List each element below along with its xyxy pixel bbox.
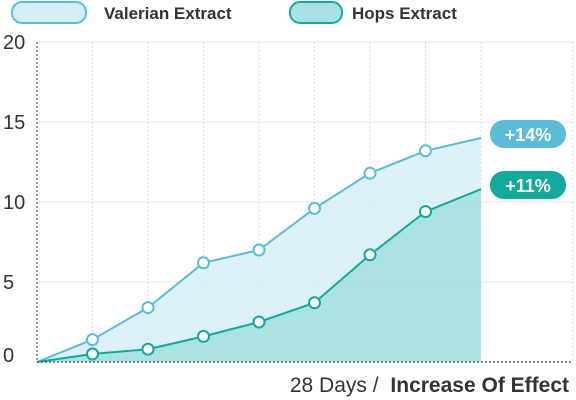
badge-valerian-label: +14%: [505, 125, 552, 145]
data-points: [86, 144, 432, 361]
badge-hops: +11%: [488, 169, 568, 201]
data-point-1-2: [141, 342, 155, 356]
y-tick-label-0: 0: [3, 345, 14, 367]
legend-swatch-hops: [289, 1, 343, 24]
data-point-1-1: [86, 347, 99, 361]
badge-hops-label: +11%: [505, 176, 551, 196]
badge-valerian-pill: [488, 118, 568, 150]
axes: [36, 42, 573, 363]
data-point-0-3: [197, 256, 210, 270]
x-axis-label-bold: Increase Of Effect: [390, 374, 569, 397]
data-point-1-4: [252, 315, 266, 329]
data-point-1-3: [197, 329, 210, 343]
y-tick-label-5: 5: [3, 272, 14, 294]
badge-hops-pill: [488, 169, 568, 201]
y-tick-label-10: 10: [3, 192, 25, 214]
data-point-0-1: [86, 333, 99, 347]
y-tick-label-20: 20: [3, 32, 25, 54]
data-point-1-6: [363, 248, 377, 262]
data-point-0-2: [141, 301, 155, 315]
legend-label-valerian: Valerian Extract: [104, 4, 232, 23]
x-axis-label: 28 Days / Increase Of Effect: [290, 374, 569, 397]
series-area-1: [37, 189, 481, 362]
y-tick-label-15: 15: [3, 112, 25, 134]
data-point-1-5: [308, 296, 321, 310]
legend-swatch-valerian: [11, 1, 87, 24]
x-axis-label-prefix: 28 Days /: [290, 374, 379, 397]
data-point-0-6: [363, 166, 377, 180]
legend-label-hops: Hops Extract: [352, 4, 457, 23]
data-point-0-4: [252, 243, 266, 257]
legend: Valerian Extract Hops Extract: [11, 1, 457, 24]
data-point-1-7: [419, 205, 432, 219]
data-point-0-7: [419, 144, 432, 158]
y-tick-labels: 0 5 10 15 20: [3, 32, 25, 367]
data-point-0-5: [308, 201, 321, 215]
badge-valerian: +14%: [488, 118, 568, 150]
